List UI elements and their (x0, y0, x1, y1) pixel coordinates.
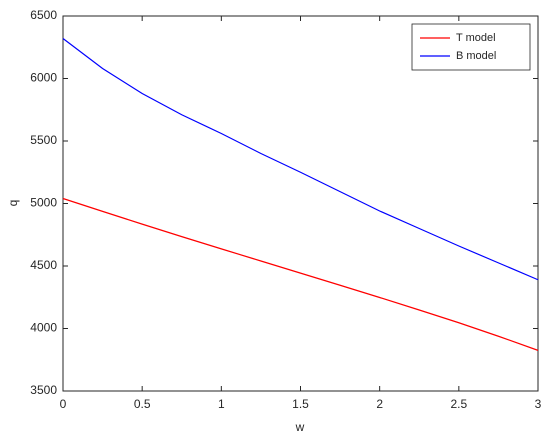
y-tick-label: 5000 (30, 196, 57, 210)
x-tick-label: 1 (218, 397, 225, 411)
x-tick-label: 2 (376, 397, 383, 411)
y-tick-label: 4000 (30, 321, 57, 335)
y-tick-label: 6500 (30, 8, 57, 22)
data-line (62, 197, 539, 351)
y-tick-label: 3500 (30, 383, 57, 397)
legend-box (411, 23, 531, 71)
x-axis-label: w (295, 420, 305, 434)
x-tick-label: 1.5 (292, 397, 309, 411)
legend-label: B model (456, 50, 496, 62)
y-tick-label: 4500 (30, 258, 57, 272)
data-line (62, 38, 539, 281)
plot-area (63, 16, 538, 391)
x-tick-label: 3 (535, 397, 542, 411)
legend-label: T model (456, 32, 496, 44)
y-axis-label: q (6, 200, 20, 207)
y-tick-label: 6000 (30, 71, 57, 85)
y-tick-label: 5500 (30, 133, 57, 147)
x-tick-label: 0 (60, 397, 67, 411)
x-tick-label: 0.5 (134, 397, 151, 411)
x-tick-label: 2.5 (450, 397, 467, 411)
